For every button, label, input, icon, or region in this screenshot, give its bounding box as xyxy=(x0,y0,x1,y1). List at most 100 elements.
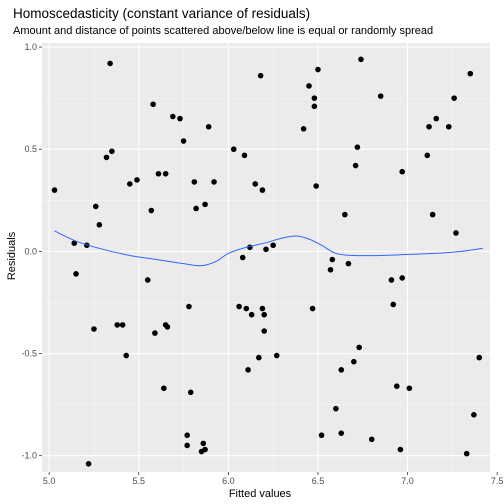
data-point xyxy=(259,187,266,193)
chart-title: Homoscedasticity (constant variance of r… xyxy=(13,6,310,21)
x-axis-ticks: 5.0 5.5 6.0 6.5 7.0 7.5 xyxy=(43,472,504,486)
data-point xyxy=(354,144,361,150)
data-point xyxy=(313,183,319,189)
y-tick-label: 1.0 xyxy=(24,42,37,52)
data-point xyxy=(211,179,217,185)
data-point xyxy=(263,246,269,253)
data-point xyxy=(259,305,266,312)
data-point xyxy=(358,56,364,63)
data-point xyxy=(164,324,171,330)
data-point xyxy=(239,254,246,261)
data-point xyxy=(161,385,167,392)
data-point xyxy=(273,352,280,359)
data-point xyxy=(406,385,413,392)
data-point xyxy=(148,207,155,214)
data-point xyxy=(109,148,115,155)
data-point xyxy=(300,126,307,132)
data-point xyxy=(245,367,251,373)
data-point xyxy=(306,83,312,89)
data-point xyxy=(315,66,321,73)
data-point xyxy=(155,170,162,177)
data-point xyxy=(150,101,156,108)
data-point xyxy=(261,328,268,334)
data-point xyxy=(71,240,78,246)
smooth-line xyxy=(54,230,483,267)
data-point xyxy=(123,352,130,359)
data-point xyxy=(248,311,255,318)
y-tick-label: 0.0 xyxy=(24,246,37,256)
data-point xyxy=(200,440,207,447)
data-point xyxy=(368,436,375,443)
data-point xyxy=(329,256,336,263)
data-point xyxy=(230,146,237,153)
data-point xyxy=(144,277,151,283)
data-point xyxy=(342,211,348,218)
y-axis-title: Residuals xyxy=(6,231,18,280)
data-point xyxy=(261,311,268,318)
data-point xyxy=(184,442,190,449)
y-tick-label: -0.5 xyxy=(21,349,37,359)
data-point xyxy=(256,354,262,361)
data-point xyxy=(471,412,477,418)
data-point xyxy=(187,389,194,396)
y-axis-ticks: -1.0 -0.5 0.0 0.5 1.0 xyxy=(21,42,42,461)
grid-minor xyxy=(42,43,490,472)
data-point xyxy=(345,260,352,267)
data-point xyxy=(429,211,436,218)
y-tick-label: 0.5 xyxy=(24,144,37,154)
data-point xyxy=(127,181,133,187)
data-point xyxy=(309,305,316,312)
data-point xyxy=(390,301,397,308)
data-point xyxy=(202,446,208,453)
data-point xyxy=(257,72,264,79)
plot-panel xyxy=(42,43,490,472)
data-point xyxy=(241,152,248,159)
data-point xyxy=(311,95,318,101)
y-tick-label: -1.0 xyxy=(21,451,37,461)
data-point xyxy=(236,303,242,310)
data-point xyxy=(270,242,276,249)
data-point xyxy=(338,430,345,436)
x-tick-label: 6.0 xyxy=(222,476,235,486)
x-tick-label: 7.5 xyxy=(491,476,504,486)
data-point xyxy=(252,181,259,187)
data-point xyxy=(191,179,198,185)
data-point xyxy=(388,277,395,283)
data-point xyxy=(134,177,140,183)
data-point xyxy=(180,138,187,144)
data-point xyxy=(177,115,183,122)
x-tick-label: 6.5 xyxy=(312,476,325,486)
data-point xyxy=(399,275,405,281)
x-tick-label: 7.0 xyxy=(401,476,414,486)
data-point xyxy=(451,95,457,101)
data-point xyxy=(92,203,99,210)
data-point xyxy=(426,123,432,130)
data-point xyxy=(445,123,452,130)
data-point xyxy=(377,93,384,99)
data-point xyxy=(318,432,325,439)
data-point xyxy=(399,168,405,175)
data-point xyxy=(202,201,208,208)
data-point xyxy=(186,303,192,310)
data-point xyxy=(243,305,250,312)
data-point xyxy=(338,367,345,373)
data-point xyxy=(107,60,113,67)
x-tick-label: 5.5 xyxy=(133,476,146,486)
data-point xyxy=(205,123,212,130)
data-point xyxy=(352,162,359,169)
data-point xyxy=(193,205,199,212)
data-point xyxy=(73,271,79,277)
data-point xyxy=(85,461,92,467)
data-point xyxy=(476,354,483,361)
data-point xyxy=(51,187,58,193)
data-points xyxy=(51,56,483,467)
data-point xyxy=(96,222,103,228)
data-point xyxy=(397,446,404,453)
data-point xyxy=(170,113,176,120)
data-point xyxy=(184,432,190,439)
data-point xyxy=(351,358,357,365)
data-point xyxy=(453,230,459,236)
data-point xyxy=(467,70,474,77)
data-point xyxy=(114,322,121,328)
